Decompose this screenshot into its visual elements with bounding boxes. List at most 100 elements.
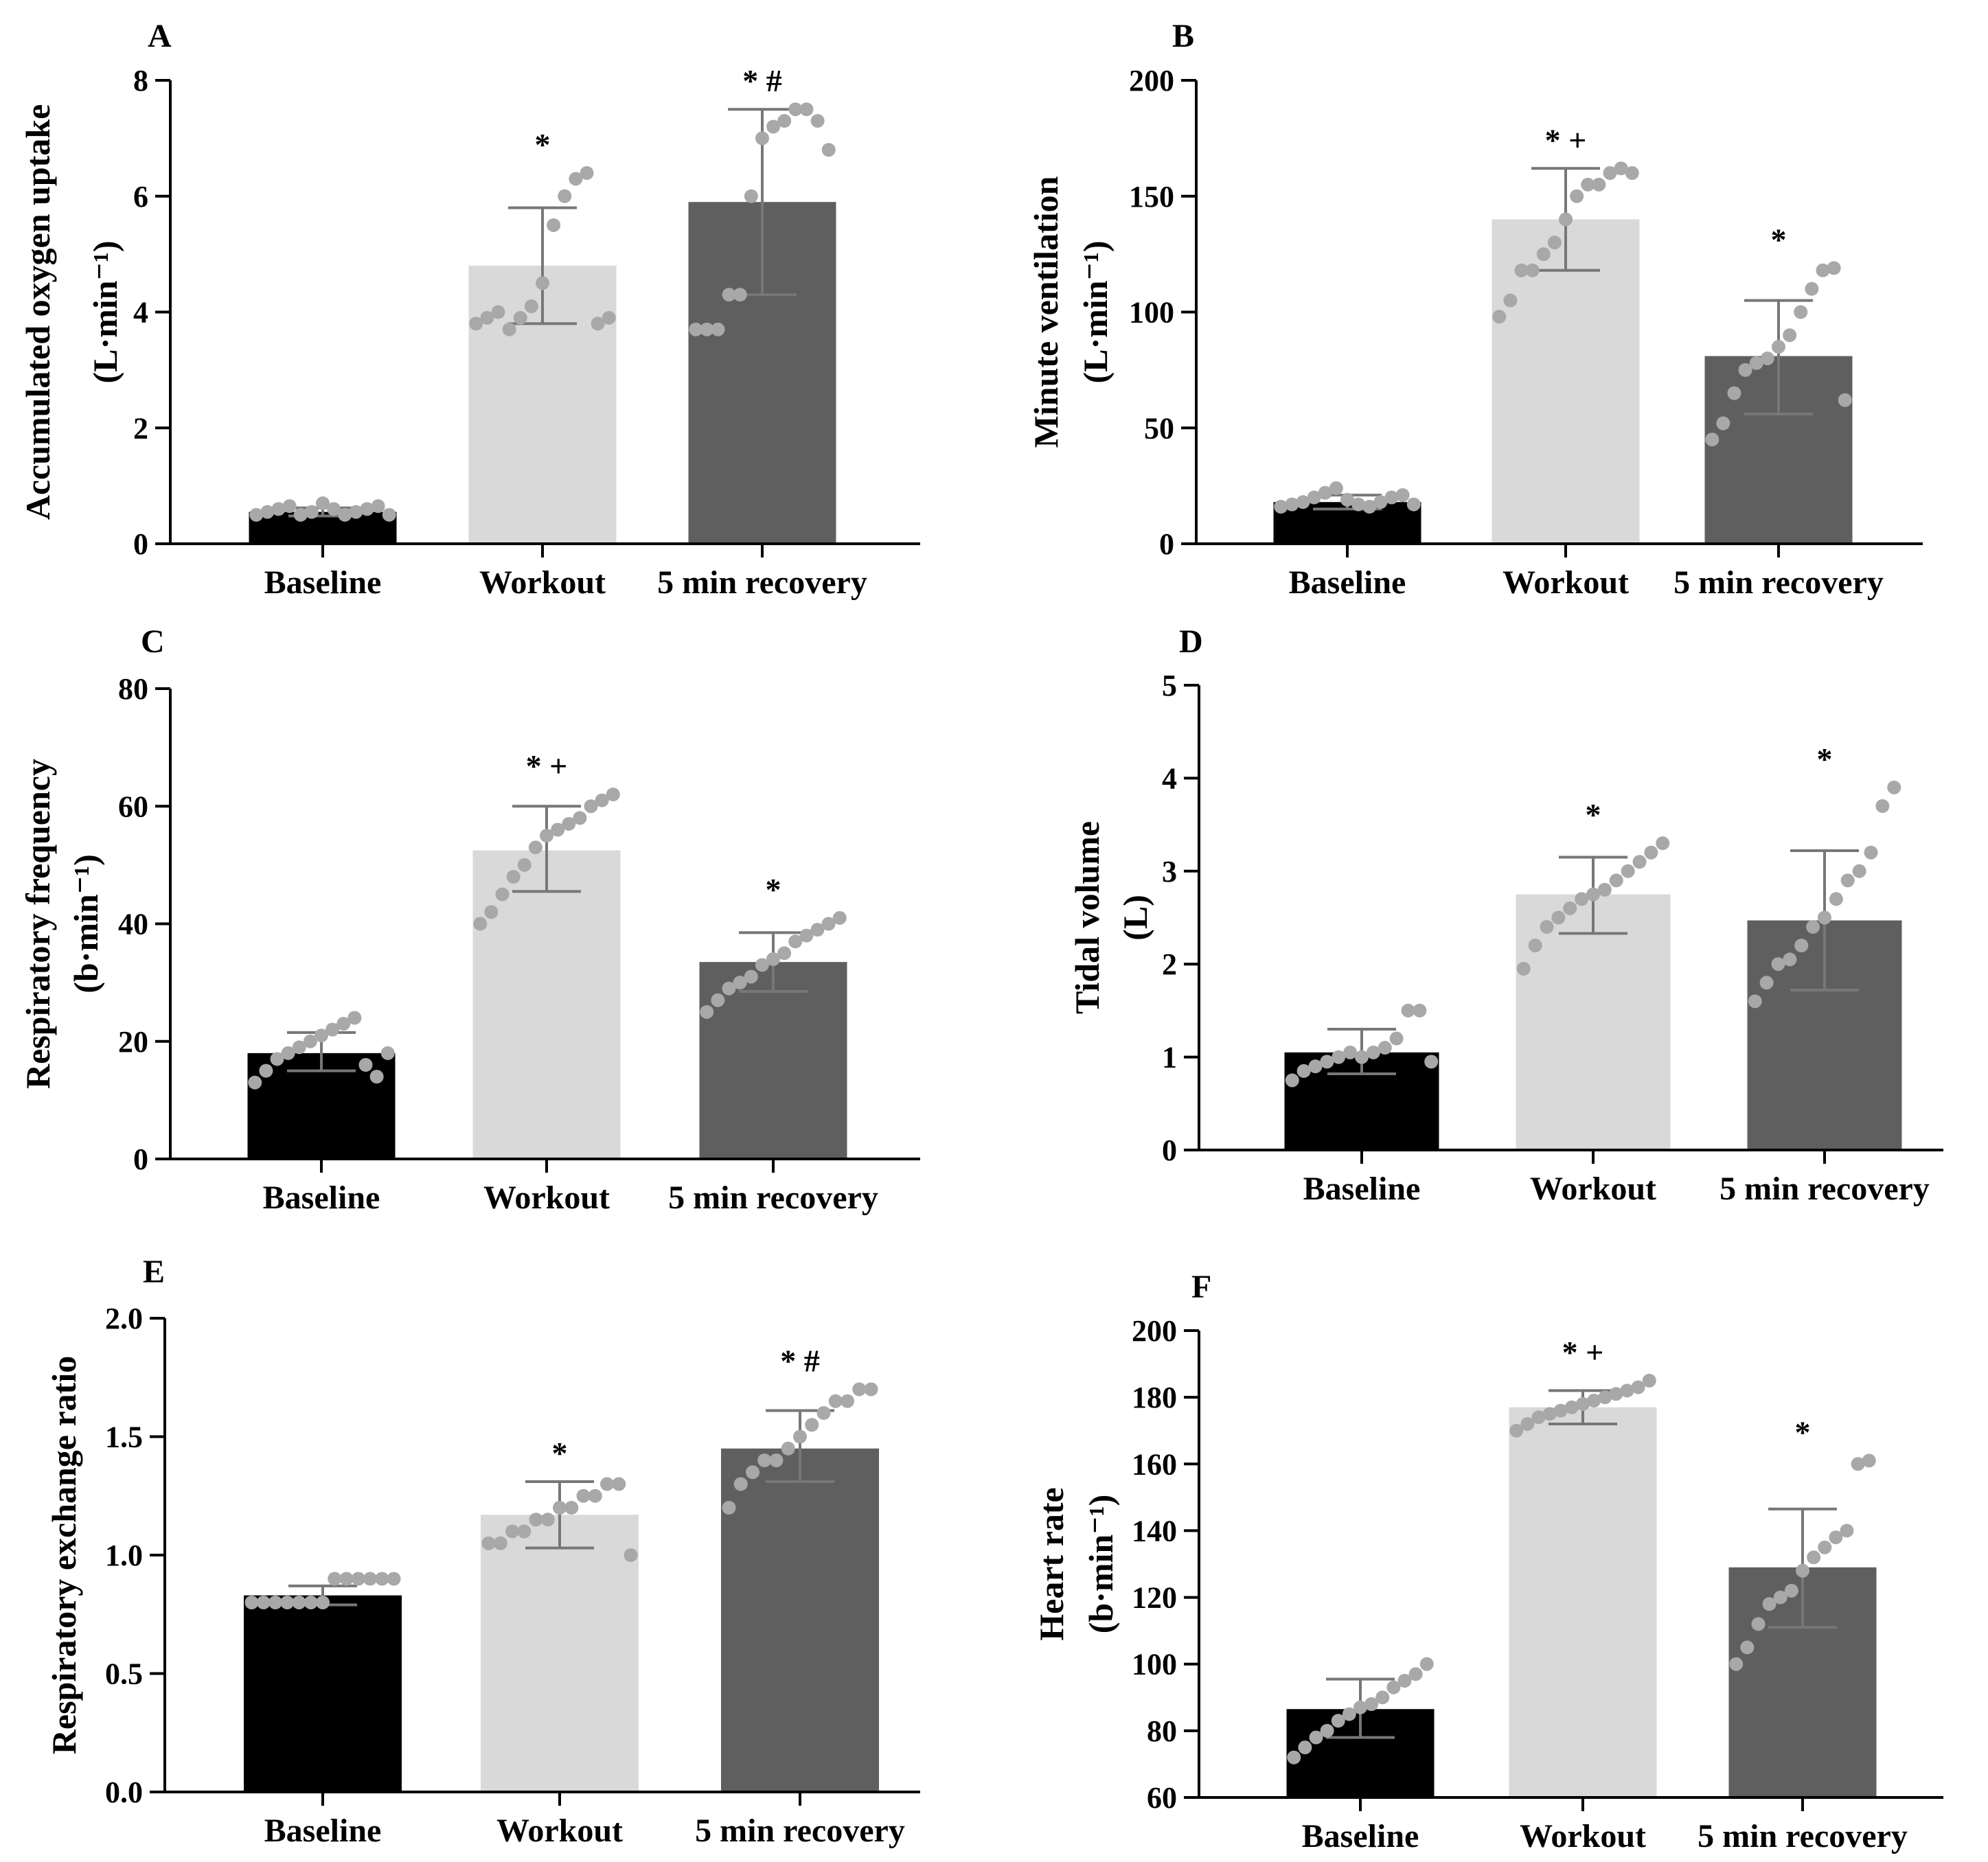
y-tick-label: 0.0 <box>105 1775 143 1809</box>
data-point <box>513 310 527 325</box>
data-point <box>1772 340 1785 354</box>
bar-workout <box>1516 894 1671 1150</box>
data-point <box>480 310 494 325</box>
data-point <box>528 840 542 855</box>
data-point <box>1762 1597 1776 1611</box>
y-tick-label: 160 <box>1132 1447 1177 1481</box>
data-point <box>1827 261 1841 275</box>
data-point <box>1509 1423 1524 1438</box>
data-point <box>338 507 352 522</box>
x-category-label: 5 min recovery <box>695 1813 905 1849</box>
data-point <box>473 917 488 931</box>
data-point <box>1794 305 1808 319</box>
data-point <box>1751 1617 1766 1631</box>
data-point <box>711 322 725 336</box>
data-point <box>481 1536 496 1550</box>
data-point <box>722 1501 736 1515</box>
data-point <box>558 189 572 203</box>
data-point <box>1375 1690 1390 1705</box>
data-point <box>517 858 532 872</box>
data-point <box>1644 845 1658 860</box>
data-point <box>1342 1707 1356 1721</box>
data-point <box>1771 957 1785 972</box>
data-point <box>1816 263 1830 277</box>
data-point <box>722 981 736 996</box>
data-point <box>1547 235 1562 250</box>
data-point <box>303 1034 317 1048</box>
data-point <box>336 1017 351 1031</box>
data-point <box>316 496 330 510</box>
data-point <box>595 793 609 807</box>
data-point <box>788 934 803 949</box>
data-point <box>576 1489 591 1503</box>
data-point <box>469 317 483 331</box>
data-point <box>1570 189 1584 203</box>
data-point <box>1389 1031 1404 1046</box>
x-category-label: Workout <box>1530 1171 1656 1207</box>
y-tick-label: 60 <box>1147 1781 1177 1815</box>
data-point <box>380 1046 395 1060</box>
x-category-label: Baseline <box>264 564 382 601</box>
data-point <box>1614 161 1628 176</box>
data-point <box>799 928 814 943</box>
data-point <box>551 823 565 837</box>
y-axis-label: (L·min⁻¹) <box>86 240 124 383</box>
x-category-label: Baseline <box>263 1180 380 1216</box>
data-point <box>1642 1373 1656 1388</box>
data-point <box>769 1453 784 1467</box>
data-point <box>547 218 561 232</box>
data-point <box>564 1501 579 1515</box>
data-point <box>1631 1380 1645 1394</box>
data-point <box>1864 845 1878 860</box>
data-point <box>1540 920 1554 934</box>
data-point <box>1840 1524 1854 1538</box>
data-point <box>1598 1390 1612 1405</box>
data-point <box>1609 1387 1623 1401</box>
data-point <box>1716 416 1730 430</box>
data-point <box>1528 939 1542 953</box>
data-point <box>371 499 385 514</box>
data-point <box>580 166 594 180</box>
data-point <box>821 143 836 157</box>
data-point <box>375 1572 389 1586</box>
data-point <box>744 969 758 984</box>
data-point <box>1296 495 1310 509</box>
significance-marker: * <box>766 872 781 907</box>
significance-marker: * + <box>526 748 568 783</box>
data-point <box>1406 497 1421 512</box>
data-point <box>744 189 758 203</box>
data-point <box>269 1596 282 1609</box>
data-point <box>1632 855 1647 869</box>
data-point <box>1740 1640 1755 1655</box>
data-point <box>1621 864 1635 878</box>
data-point <box>1331 1714 1345 1728</box>
data-point <box>1838 393 1852 407</box>
x-category-label: Baseline <box>264 1813 382 1849</box>
y-tick-label: 60 <box>118 790 148 823</box>
data-point <box>1586 887 1600 901</box>
data-point <box>1851 1457 1865 1471</box>
data-point <box>1343 1045 1358 1059</box>
bar-workout <box>1509 1407 1657 1797</box>
data-point <box>1829 1530 1843 1545</box>
data-point <box>1738 363 1752 377</box>
data-point <box>536 276 549 290</box>
panel-letter: C <box>141 623 165 660</box>
y-tick-label: 200 <box>1132 1314 1177 1348</box>
data-point <box>1296 1064 1311 1078</box>
data-point <box>328 1572 342 1586</box>
panel-c: C Respiratory frequency (b·min⁻¹) * + * 0 20 40… <box>19 623 920 1216</box>
data-point <box>755 131 769 146</box>
x-category-label: Baseline <box>1289 564 1406 601</box>
data-point <box>1829 892 1843 906</box>
data-point <box>256 1596 271 1609</box>
significance-marker: * # <box>780 1344 820 1379</box>
y-tick-label: 6 <box>133 180 148 214</box>
data-point <box>562 816 576 831</box>
data-point <box>777 946 792 961</box>
data-point <box>339 1572 354 1586</box>
significance-marker: * <box>1771 222 1787 257</box>
data-point <box>1351 497 1366 512</box>
y-tick-label: 8 <box>133 64 148 97</box>
data-point <box>1727 386 1741 400</box>
